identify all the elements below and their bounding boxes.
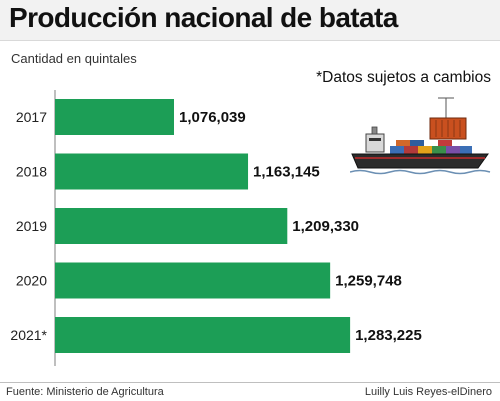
category-label: 2020 bbox=[16, 273, 47, 289]
source-text: Fuente: Ministerio de Agricultura bbox=[6, 386, 164, 398]
title-bar: Producción nacional de batata bbox=[0, 0, 500, 41]
category-label: 2019 bbox=[16, 218, 47, 234]
value-label: 1,283,225 bbox=[355, 327, 422, 344]
value-label: 1,209,330 bbox=[292, 218, 359, 235]
footer: Fuente: Ministerio de Agricultura Luilly… bbox=[0, 382, 500, 401]
bar-chart: 2017 1,076,039 2018 1,163,145 2019 1,209,330 2… bbox=[10, 90, 422, 366]
unit-label: Cantidad en quintales bbox=[11, 51, 137, 66]
data-note: *Datos sujetos a cambios bbox=[316, 69, 491, 86]
bar-2018 bbox=[55, 153, 249, 190]
value-label: 1,076,039 bbox=[179, 109, 246, 126]
credit-text: Luilly Luis Reyes-elDinero bbox=[364, 386, 492, 398]
bar-2020 bbox=[55, 262, 331, 299]
category-label: 2021* bbox=[10, 327, 47, 343]
bar-2019 bbox=[55, 208, 288, 244]
chart-title: Producción nacional de batata bbox=[9, 2, 398, 33]
value-label: 1,259,748 bbox=[335, 273, 402, 290]
value-label: 1,163,145 bbox=[253, 164, 320, 181]
category-label: 2018 bbox=[16, 164, 47, 180]
bar-2021 bbox=[55, 317, 351, 353]
bar-2017 bbox=[55, 99, 174, 135]
category-label: 2017 bbox=[16, 109, 47, 125]
cargo-ship-icon bbox=[350, 97, 491, 175]
